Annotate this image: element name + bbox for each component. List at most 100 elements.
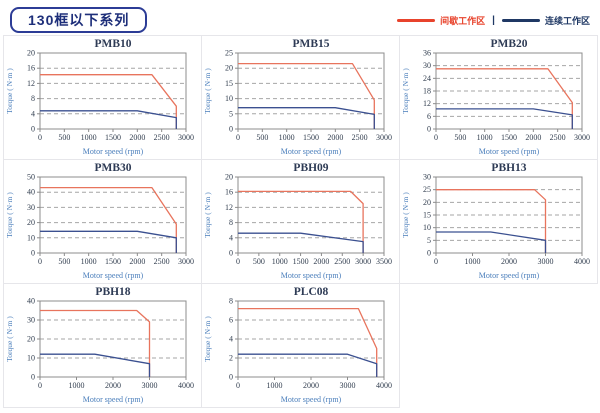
x-tick-label: 1500 bbox=[303, 133, 319, 142]
y-tick-label: 0 bbox=[31, 249, 35, 258]
x-tick-label: 2000 bbox=[303, 381, 319, 390]
x-tick-label: 500 bbox=[454, 133, 466, 142]
y-tick-label: 20 bbox=[27, 335, 35, 344]
y-tick-label: 0 bbox=[31, 125, 35, 134]
y-tick-label: 40 bbox=[27, 188, 35, 197]
x-tick-label: 3000 bbox=[178, 257, 194, 266]
empty-cell bbox=[400, 284, 598, 407]
x-tick-label: 1500 bbox=[105, 257, 121, 266]
x-tick-label: 500 bbox=[256, 133, 268, 142]
y-tick-label: 0 bbox=[229, 249, 233, 258]
y-tick-label: 6 bbox=[229, 316, 233, 325]
series-title-box: 130框以下系列 bbox=[10, 7, 148, 33]
y-axis-label: Torque ( N·m ) bbox=[401, 192, 410, 238]
chart-pbh13: 0 5 10 15 20 25 30 0 1000 2000 3000 4000 PBH13 Motor … bbox=[401, 162, 590, 280]
x-axis-label: Motor speed (rpm) bbox=[83, 395, 144, 404]
legend-item-intermittent: 间歇工作区 bbox=[397, 14, 485, 27]
x-tick-label: 2500 bbox=[154, 133, 170, 142]
y-tick-label: 12 bbox=[423, 99, 431, 108]
x-tick-label: 3000 bbox=[574, 133, 590, 142]
x-tick-label: 2500 bbox=[352, 133, 368, 142]
y-tick-label: 6 bbox=[427, 112, 431, 121]
chart-pbh09: 0 4 8 12 16 20 0 500 1000 1500 2000 2500 3000 3500 PBH… bbox=[203, 162, 392, 280]
x-tick-label: 2000 bbox=[501, 257, 517, 266]
continuous-zone-curve bbox=[40, 353, 151, 377]
x-axis-label: Motor speed (rpm) bbox=[83, 147, 144, 156]
x-tick-label: 0 bbox=[236, 381, 240, 390]
y-tick-label: 15 bbox=[423, 211, 431, 220]
x-tick-label: 0 bbox=[236, 257, 240, 266]
chart-pmb15: 0 5 10 15 20 25 0 500 1000 1500 2000 2500 3000 PMB15 M… bbox=[203, 38, 392, 156]
x-tick-label: 0 bbox=[434, 133, 438, 142]
plot-border bbox=[39, 176, 187, 254]
chart-title: PBH18 bbox=[95, 286, 130, 298]
x-tick-label: 1000 bbox=[267, 381, 283, 390]
x-tick-label: 3000 bbox=[376, 133, 392, 142]
y-tick-label: 16 bbox=[27, 64, 35, 73]
x-tick-label: 500 bbox=[253, 257, 265, 266]
chart-cell: 0 5 10 15 20 25 0 500 1000 1500 2000 2500 3000 PMB15 M… bbox=[202, 36, 400, 160]
intermittent-zone-curve bbox=[40, 309, 151, 377]
x-tick-label: 3000 bbox=[142, 381, 158, 390]
y-tick-label: 10 bbox=[225, 94, 233, 103]
y-tick-label: 20 bbox=[423, 198, 431, 207]
continuous-zone-curve bbox=[238, 107, 375, 129]
x-tick-label: 4000 bbox=[376, 381, 392, 390]
intermittent-zone-label: 间歇工作区 bbox=[440, 15, 486, 26]
y-tick-label: 0 bbox=[229, 125, 233, 134]
x-axis-label: Motor speed (rpm) bbox=[281, 271, 342, 280]
chart-cell: 0 6 12 18 24 30 36 0 500 1000 1500 2000 2500 3000 PMB2… bbox=[400, 36, 598, 160]
y-tick-label: 50 bbox=[27, 173, 35, 182]
x-axis-label: Motor speed (rpm) bbox=[479, 147, 540, 156]
chart-title: PMB10 bbox=[94, 38, 131, 50]
y-tick-label: 18 bbox=[423, 87, 431, 96]
intermittent-zone-curve bbox=[40, 186, 177, 253]
y-tick-label: 10 bbox=[423, 223, 431, 232]
y-axis-label: Torque ( N·m ) bbox=[5, 192, 14, 238]
chart-title: PMB15 bbox=[292, 38, 329, 50]
x-tick-label: 1500 bbox=[293, 257, 309, 266]
intermittent-zone-curve bbox=[436, 189, 547, 253]
chart-title: PMB30 bbox=[94, 162, 131, 174]
chart-cell: 0 5 10 15 20 25 30 0 1000 2000 3000 4000 PBH13 Motor … bbox=[400, 160, 598, 284]
continuous-zone-curve bbox=[238, 232, 364, 253]
x-tick-label: 4000 bbox=[574, 257, 590, 266]
x-tick-label: 2000 bbox=[327, 133, 343, 142]
continuous-zone-line-swatch bbox=[501, 18, 540, 22]
x-tick-label: 1000 bbox=[477, 133, 493, 142]
x-tick-label: 1000 bbox=[279, 133, 295, 142]
chart-cell: 0 2 4 6 8 0 1000 2000 3000 4000 PLC08 Motor speed (… bbox=[202, 284, 400, 408]
intermittent-zone-line-swatch bbox=[397, 18, 436, 22]
y-tick-label: 4 bbox=[31, 109, 35, 118]
x-tick-label: 2000 bbox=[129, 133, 145, 142]
x-tick-label: 1000 bbox=[69, 381, 85, 390]
x-tick-label: 1500 bbox=[501, 133, 517, 142]
continuous-zone-curve bbox=[436, 231, 547, 253]
y-axis-label: Torque ( N·m ) bbox=[203, 316, 212, 362]
y-tick-label: 16 bbox=[225, 188, 233, 197]
y-tick-label: 12 bbox=[27, 79, 35, 88]
chart-title: PLC08 bbox=[294, 286, 329, 298]
y-tick-label: 25 bbox=[225, 49, 233, 58]
y-axis-label: Torque ( N·m ) bbox=[401, 68, 410, 114]
y-axis-label: Torque ( N·m ) bbox=[203, 192, 212, 238]
y-tick-label: 5 bbox=[427, 236, 431, 245]
x-tick-label: 3000 bbox=[340, 381, 356, 390]
x-axis-label: Motor speed (rpm) bbox=[281, 147, 342, 156]
legend-item-continuous: 连续工作区 bbox=[501, 14, 590, 27]
y-tick-label: 10 bbox=[27, 354, 35, 363]
intermittent-zone-curve bbox=[238, 62, 375, 129]
x-tick-label: 0 bbox=[236, 133, 240, 142]
x-tick-label: 500 bbox=[58, 133, 70, 142]
continuous-zone-curve bbox=[40, 110, 177, 129]
x-tick-label: 1000 bbox=[272, 257, 288, 266]
chart-plc08: 0 2 4 6 8 0 1000 2000 3000 4000 PLC08 Motor speed (… bbox=[203, 286, 392, 404]
chart-grid: 0 4 8 12 16 20 0 500 1000 1500 2000 2500 3000 PMB10 Mo… bbox=[3, 35, 598, 408]
y-tick-label: 25 bbox=[423, 185, 431, 194]
y-tick-label: 10 bbox=[27, 233, 35, 242]
chart-cell: 0 10 20 30 40 50 0 500 1000 1500 2000 2500 3000 PMB30… bbox=[4, 160, 202, 284]
y-tick-label: 0 bbox=[31, 373, 35, 382]
x-axis-label: Motor speed (rpm) bbox=[83, 271, 144, 280]
intermittent-zone-curve bbox=[436, 68, 573, 129]
